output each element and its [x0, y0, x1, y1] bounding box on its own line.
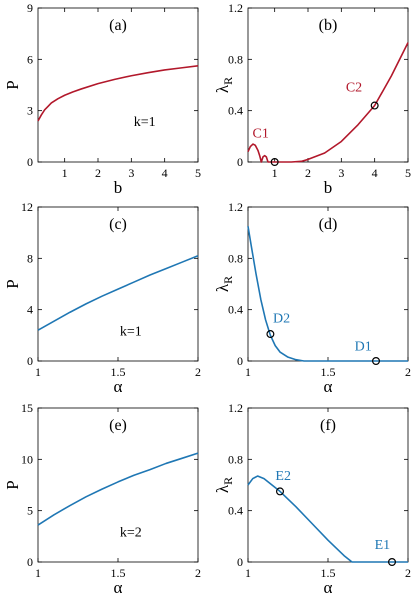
y-tick-label: 3: [27, 104, 33, 118]
y-tick-label: 0.4: [228, 303, 243, 317]
x-tick-label: 2: [95, 166, 101, 180]
chart-panel-1: 1 2 3 4 5 0 3 6 9 k=1 (a) b P: [3, 1, 201, 197]
x-axis-label: b: [324, 178, 333, 197]
annotation-label: k=1: [120, 324, 142, 339]
y-tick-label: 12: [21, 200, 33, 214]
annotation-label: E2: [275, 469, 291, 484]
point-marker: [270, 158, 279, 167]
y-axis-label: λR: [213, 477, 235, 493]
y-tick-label: 0: [27, 354, 33, 368]
point-marker: [388, 557, 397, 566]
y-axis-label-subscript: R: [221, 77, 235, 85]
y-tick-label: 0.8: [228, 452, 243, 466]
panel-label: (f): [320, 417, 336, 434]
plot-frame: [37, 7, 199, 163]
y-tick-label: 8: [27, 251, 33, 265]
y-axis-label-subscript: R: [221, 477, 235, 485]
x-tick-label: 1: [245, 365, 251, 379]
y-axis-label: λR: [213, 276, 235, 292]
x-axis-label: α: [324, 578, 333, 597]
y-tick-label: 15: [21, 401, 33, 415]
x-tick-label: 1: [62, 166, 68, 180]
y-tick-label: 0.8: [228, 52, 243, 66]
x-tick-label: 4: [162, 166, 168, 180]
point-marker: [372, 357, 381, 366]
x-tick-label: 2: [195, 365, 201, 379]
point-marker: [266, 330, 275, 339]
x-axis-label: b: [114, 178, 123, 197]
panel-label: (d): [319, 216, 338, 233]
x-axis-label: α: [324, 377, 333, 396]
series-line: [37, 452, 199, 526]
x-tick-label: 5: [195, 166, 201, 180]
panel-label: (c): [109, 216, 127, 233]
series-line: [247, 226, 408, 362]
x-tick-label: 3: [128, 166, 134, 180]
x-tick-label: 2: [405, 365, 411, 379]
x-tick-label: 1: [35, 566, 41, 580]
panel-label: (b): [319, 17, 338, 34]
plot-frame: [247, 7, 409, 163]
x-tick-label: 2: [305, 166, 311, 180]
x-tick-label: 1.5: [111, 365, 126, 379]
x-tick-label: 5: [405, 166, 411, 180]
y-axis-label: λR: [213, 77, 235, 93]
x-tick-label: 1: [272, 166, 278, 180]
y-tick-label: 0.8: [228, 251, 243, 265]
y-tick-label: 1.2: [228, 401, 243, 415]
x-tick-label: 2: [195, 566, 201, 580]
y-tick-label: 0.4: [228, 504, 243, 518]
panel-label: (e): [109, 417, 127, 434]
series-line: [247, 42, 409, 163]
y-tick-label: 0: [27, 155, 33, 169]
y-tick-label: 0: [27, 555, 33, 569]
y-tick-label: 5: [27, 504, 33, 518]
y-tick-label: 10: [21, 452, 33, 466]
series-line: [247, 475, 408, 563]
y-tick-label: 0.4: [228, 104, 243, 118]
x-tick-label: 1.5: [321, 365, 336, 379]
y-axis-label: P: [3, 279, 22, 288]
x-tick-label: 2: [405, 566, 411, 580]
x-tick-label: 4: [372, 166, 378, 180]
x-tick-label: 1: [245, 566, 251, 580]
point-marker: [276, 487, 285, 496]
x-axis-label: α: [114, 377, 123, 396]
x-tick-label: 1: [35, 365, 41, 379]
y-axis-label: P: [3, 480, 22, 489]
y-axis-label: P: [3, 80, 22, 89]
chart-panel-6: 1 1.5 2 0 0.4 0.8 1.2 E2 E1 (f) α λR: [213, 401, 411, 597]
x-tick-label: 1.5: [321, 566, 336, 580]
chart-panel-3: 1 1.5 2 0 4 8 12 k=1 (c) α P: [3, 200, 201, 396]
annotation-label: C2: [346, 80, 362, 95]
series-line: [37, 255, 199, 331]
annotation-label: C1: [252, 127, 268, 142]
y-tick-label: 9: [27, 1, 33, 15]
panel-label: (a): [109, 17, 127, 34]
x-axis-label: α: [114, 578, 123, 597]
y-tick-label: 6: [27, 52, 33, 66]
annotation-label: k=2: [120, 525, 142, 540]
y-tick-label: 1.2: [228, 200, 243, 214]
annotation-label: k=1: [134, 115, 156, 130]
y-tick-label: 1.2: [228, 1, 243, 15]
y-tick-label: 0: [237, 354, 243, 368]
chart-panel-2: 1 2 3 4 5 0 0.4 0.8 1.2 C1 C2 (b) b λR: [213, 1, 411, 197]
x-tick-label: 3: [338, 166, 344, 180]
y-tick-label: 0: [237, 555, 243, 569]
y-axis-label-subscript: R: [221, 276, 235, 284]
chart-panel-4: 1 1.5 2 0 0.4 0.8 1.2 D2 D1 (d) α λR: [213, 200, 411, 396]
annotation-label: D2: [273, 312, 290, 327]
y-tick-label: 0: [237, 155, 243, 169]
x-tick-label: 1.5: [111, 566, 126, 580]
annotation-label: E1: [375, 538, 391, 553]
y-tick-label: 4: [27, 303, 33, 317]
point-marker: [370, 101, 379, 110]
chart-panel-5: 1 1.5 2 0 5 10 15 k=2 (e) α P: [3, 401, 201, 597]
series-line: [37, 65, 199, 122]
annotation-label: D1: [355, 340, 372, 355]
